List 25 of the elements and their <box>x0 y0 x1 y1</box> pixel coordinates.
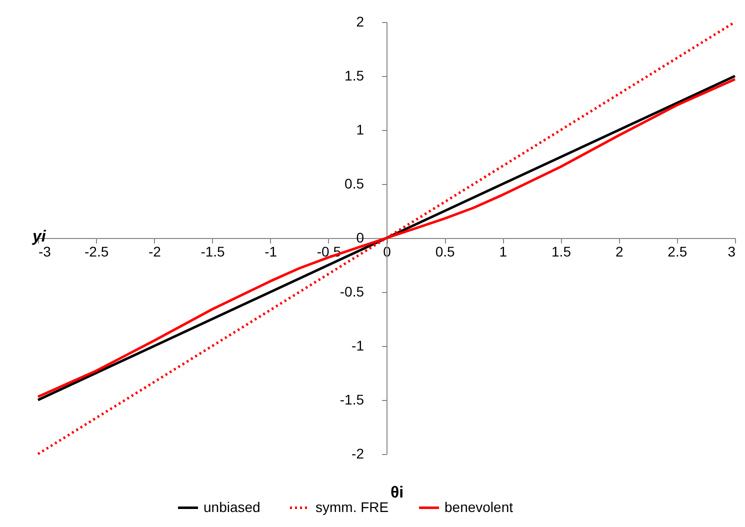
x-tick-label: 2 <box>615 244 624 260</box>
x-tick-label: -1 <box>264 244 278 260</box>
x-tick-label: 1.5 <box>552 244 572 260</box>
y-tick-label: 0 <box>356 230 364 246</box>
x-tick-label: -3 <box>38 244 52 260</box>
y-tick-label: -0.5 <box>340 284 364 300</box>
x-tick-label: -2 <box>148 244 162 260</box>
y-tick-label: -2 <box>352 446 364 462</box>
legend-label: symm. FRE <box>316 498 389 515</box>
y-tick-label: 0.5 <box>344 176 364 192</box>
y-tick-label: -1 <box>352 338 364 354</box>
x-tick-label: 3 <box>728 244 736 260</box>
legend-label: unbiased <box>204 498 260 515</box>
x-tick-label: -1.5 <box>200 244 226 260</box>
x-axis-title: θi <box>390 484 404 502</box>
y-axis-title: yi <box>32 228 46 246</box>
y-tick-label: 2 <box>356 14 364 30</box>
y-tick-label: 1.5 <box>344 68 364 84</box>
y-tick-label: 1 <box>356 122 364 138</box>
x-tick-label: 2.5 <box>668 244 688 260</box>
x-tick-label: 0.5 <box>435 244 456 260</box>
legend-label: benevolent <box>444 498 514 515</box>
y-tick-label: -1.5 <box>340 392 364 408</box>
x-tick-label: -2.5 <box>84 244 109 260</box>
x-tick-label: 1 <box>499 244 508 260</box>
